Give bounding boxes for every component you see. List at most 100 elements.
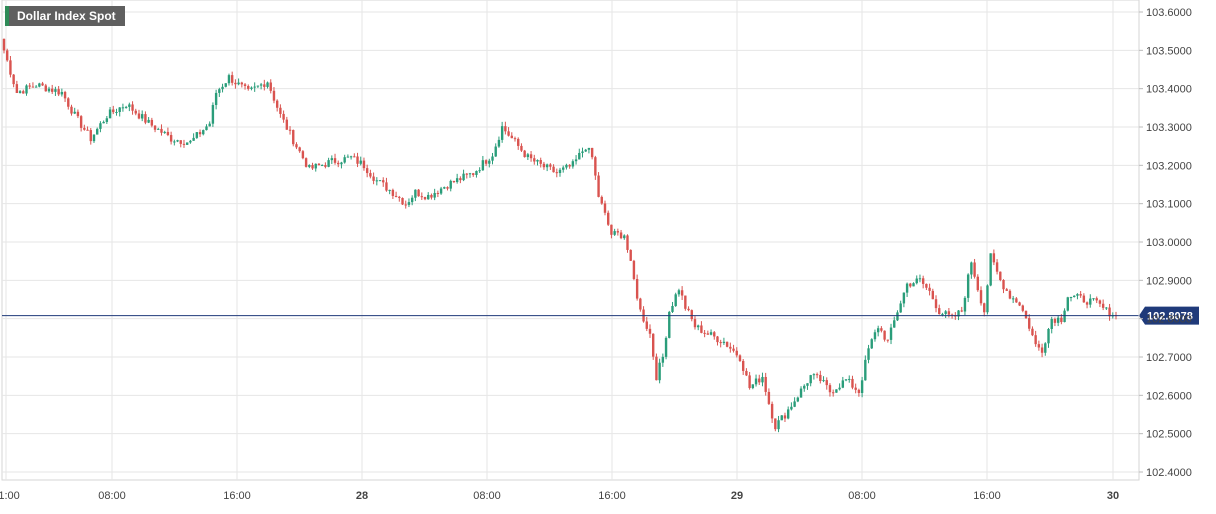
candle — [674, 292, 677, 307]
candle-body — [523, 150, 526, 158]
candle-body — [735, 350, 738, 356]
candle-body — [983, 303, 986, 313]
candle-body — [931, 290, 935, 300]
candle — [6, 48, 9, 62]
candle — [889, 323, 893, 345]
candle — [803, 384, 806, 392]
candle — [709, 329, 713, 336]
candle-body — [256, 85, 260, 87]
candle-body — [944, 311, 947, 314]
candle — [73, 107, 76, 115]
candle-body — [915, 278, 918, 284]
candle — [153, 125, 157, 133]
candle-body — [751, 384, 755, 389]
candle — [83, 124, 86, 131]
candle-body — [108, 109, 112, 119]
candle — [51, 84, 54, 94]
candle-body — [815, 374, 819, 376]
candle — [860, 376, 864, 398]
candle-body — [208, 123, 211, 127]
candle-body — [793, 401, 796, 407]
candle-body — [590, 147, 594, 158]
candle-body — [1060, 317, 1063, 323]
candle — [38, 82, 41, 88]
candle-body — [568, 164, 571, 167]
candle-body — [719, 342, 722, 344]
candle — [160, 124, 163, 136]
candle — [459, 176, 462, 184]
candle — [356, 152, 359, 168]
candle-body — [333, 158, 337, 163]
candle — [806, 383, 809, 390]
candle-body — [195, 132, 199, 138]
candle-body — [645, 321, 648, 329]
candle-body — [330, 158, 334, 161]
candle — [979, 286, 983, 306]
candle-body — [841, 380, 845, 388]
candle — [864, 355, 867, 381]
candle — [629, 249, 632, 261]
candle — [973, 258, 976, 279]
candle-body — [652, 333, 655, 357]
candle — [337, 160, 340, 168]
candle — [693, 316, 697, 330]
candle-body — [635, 278, 639, 299]
candle — [616, 228, 620, 236]
candle-body — [947, 311, 951, 315]
candle-body — [394, 195, 398, 197]
candle-body — [311, 165, 314, 169]
candle — [600, 195, 603, 205]
candle-body — [883, 330, 886, 340]
candle-body — [957, 310, 960, 317]
candle — [825, 377, 828, 390]
candle-body — [600, 196, 603, 204]
candle-body — [388, 189, 391, 191]
candle-body — [889, 327, 893, 340]
candle — [433, 188, 436, 201]
candle — [504, 121, 507, 135]
candle — [680, 286, 684, 301]
candle — [25, 84, 28, 96]
candle-body — [153, 125, 157, 130]
candle-body — [831, 392, 835, 394]
candle — [189, 139, 192, 144]
candle-body — [851, 378, 854, 388]
candle — [417, 188, 420, 197]
candle — [960, 306, 963, 313]
candle-body — [179, 140, 182, 144]
candle — [285, 116, 289, 130]
candle — [96, 127, 99, 135]
candle-body — [713, 332, 716, 337]
candle-body — [738, 355, 742, 361]
candle — [378, 180, 382, 182]
candle-body — [22, 91, 25, 94]
candle-body — [430, 194, 433, 198]
candle — [407, 198, 411, 208]
candle-body — [857, 389, 861, 394]
candle-body — [378, 180, 382, 182]
candle-body — [166, 131, 170, 136]
candle-body — [799, 388, 803, 398]
candle-body — [995, 262, 999, 272]
candle — [706, 330, 710, 335]
candle-body — [349, 156, 353, 158]
candle — [507, 127, 510, 137]
candle — [391, 188, 395, 199]
candle — [590, 147, 594, 160]
candle-body — [896, 312, 899, 321]
candle-layer — [2, 38, 1118, 433]
candle-body — [157, 128, 160, 130]
candle-body — [28, 85, 31, 87]
candle-body — [806, 383, 809, 386]
candle-body — [67, 98, 70, 107]
candle — [221, 83, 224, 93]
candle-body — [1018, 302, 1021, 306]
candle-body — [459, 178, 462, 181]
candle-body — [356, 156, 359, 164]
candle — [275, 99, 279, 112]
candle-body — [664, 337, 668, 357]
candle-body — [812, 374, 816, 376]
candle — [533, 154, 536, 165]
candle — [279, 104, 282, 118]
